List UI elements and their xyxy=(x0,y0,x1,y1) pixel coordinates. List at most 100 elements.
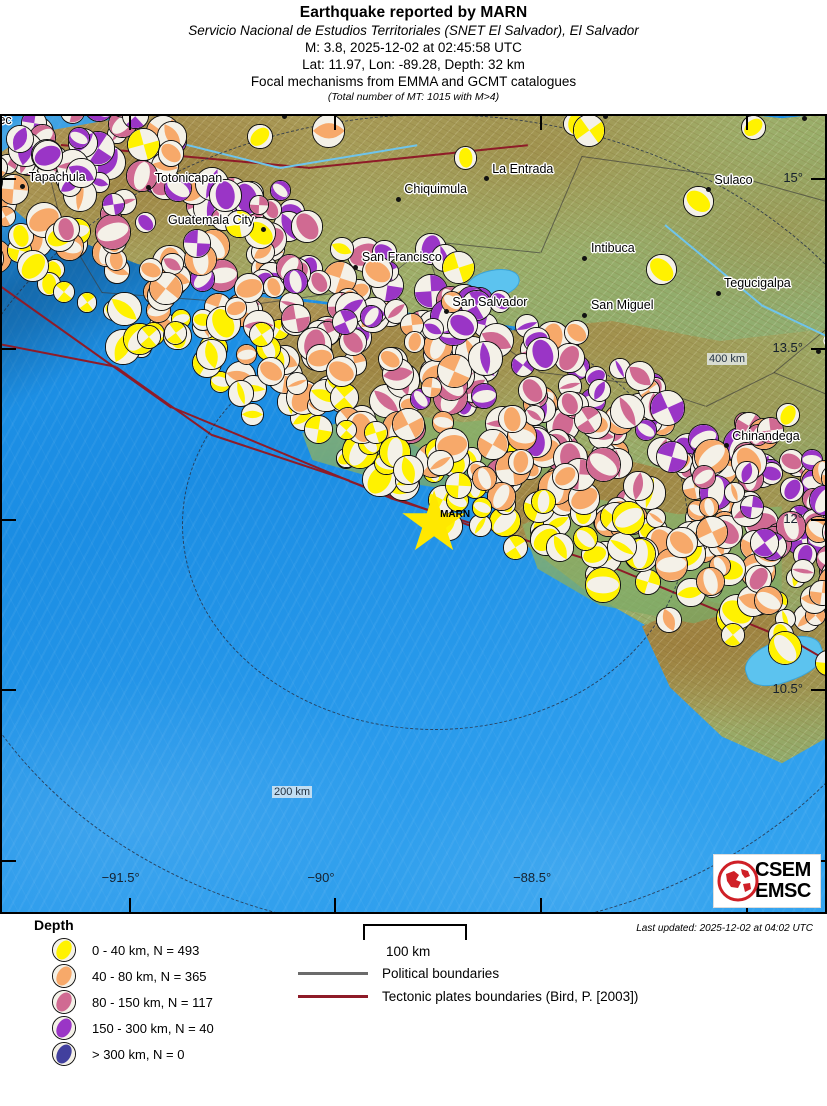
lat-label: 10.5° xyxy=(772,681,803,697)
focal-mechanism-beachball xyxy=(76,291,98,313)
city-marker xyxy=(603,116,609,119)
lat-tick xyxy=(2,518,16,521)
focal-mechanism-beachball xyxy=(138,257,163,282)
focal-mechanism-beachball xyxy=(645,507,666,528)
city-marker xyxy=(815,348,821,354)
city-label: Chinandega xyxy=(732,428,800,443)
focal-mechanism-beachball xyxy=(392,408,425,441)
focal-mechanism-beachball xyxy=(609,393,645,429)
focal-mechanism-beachball xyxy=(757,416,785,444)
focal-mechanism-beachball xyxy=(53,216,80,243)
focal-mechanism-beachball xyxy=(508,449,534,476)
focal-mechanism-beachball xyxy=(721,622,746,647)
depth-legend-beachball xyxy=(52,964,76,988)
agency-subtitle: Servicio Nacional de Estudios Territoria… xyxy=(188,23,639,38)
focal-mechanism-beachball xyxy=(5,124,34,153)
focal-mechanism-beachball xyxy=(107,291,142,327)
catalogue-line: Focal mechanisms from EMMA and GCMT cata… xyxy=(250,74,577,89)
focal-mechanism-beachball xyxy=(488,290,512,313)
emsc-logo: CSEM EMSC xyxy=(713,854,821,908)
depth-legend-label: 150 - 300 km, N = 40 xyxy=(92,1020,214,1036)
focal-mechanism-beachball xyxy=(311,116,346,148)
lat-label: 12° xyxy=(783,510,803,526)
city-marker xyxy=(723,443,729,449)
boundary-legend-label: Political boundaries xyxy=(382,966,500,981)
focal-mechanism-beachball xyxy=(270,179,291,201)
boundary-legend-swatch xyxy=(298,972,368,975)
lon-tick xyxy=(540,898,543,912)
focal-mechanism-beachball xyxy=(195,338,227,370)
focal-mechanism-beachball xyxy=(422,317,445,340)
last-updated-text: Last updated: 2025-12-02 at 04:02 UTC xyxy=(636,923,813,934)
depth-legend-label: 0 - 40 km, N = 493 xyxy=(92,942,200,958)
focal-mechanism-beachball xyxy=(552,463,579,490)
focal-mechanism-beachball xyxy=(249,195,270,216)
focal-mechanism-beachball xyxy=(753,585,783,616)
focal-mechanism-beachball xyxy=(572,525,599,552)
city-marker xyxy=(395,196,401,202)
focal-mechanism-beachball xyxy=(290,210,324,244)
focal-mechanism-beachball xyxy=(247,123,273,150)
focal-mechanism-beachball xyxy=(236,343,258,365)
magnitude-line: M: 3.8, 2025-12-02 at 02:45:58 UTC xyxy=(305,40,522,55)
focal-mechanism-beachball xyxy=(447,309,478,341)
depth-legend-label: 40 - 80 km, N = 365 xyxy=(92,968,207,984)
focal-mechanism-beachball xyxy=(364,420,388,445)
depth-legend-label: 80 - 150 km, N = 117 xyxy=(92,994,213,1010)
depth-legend-beachball xyxy=(52,1016,76,1040)
focal-mechanism-beachball xyxy=(656,607,683,634)
city-label: Ocotal xyxy=(824,334,825,348)
focal-mechanism-beachball xyxy=(281,303,311,334)
focal-mechanism-beachball xyxy=(31,140,63,172)
focal-mechanism-beachball xyxy=(360,305,384,329)
focal-mechanism-beachball xyxy=(471,465,497,491)
focal-mechanism-beachball xyxy=(635,568,662,595)
location-line: Lat: 11.97, Lon: -89.28, Depth: 32 km xyxy=(302,57,525,72)
lon-tick xyxy=(334,116,337,130)
focal-mechanism-beachball xyxy=(206,306,241,341)
depth-legend-title: Depth xyxy=(34,917,74,933)
city-marker xyxy=(483,176,489,182)
logo-line-1: CSEM xyxy=(755,859,811,881)
focal-mechanism-beachball xyxy=(136,324,161,349)
focal-mechanism-beachball xyxy=(403,331,426,353)
city-label: Sulaco xyxy=(714,172,753,187)
lon-tick xyxy=(128,898,131,912)
city-marker xyxy=(146,185,152,191)
focal-mechanism-beachball xyxy=(427,449,454,477)
city-label: Totonicapan xyxy=(154,170,223,185)
city-label: Guatemala City xyxy=(167,212,255,227)
focal-mechanism-beachball xyxy=(749,528,780,558)
focal-mechanism-beachball xyxy=(125,159,158,192)
focal-mechanism-beachball xyxy=(556,390,583,417)
city-marker xyxy=(282,116,288,119)
focal-mechanism-beachball xyxy=(224,209,254,239)
focal-mechanism-beachball xyxy=(735,460,760,485)
lon-tick xyxy=(334,898,337,912)
focal-mechanism-beachball xyxy=(586,447,622,482)
city-label: San Miguel xyxy=(590,298,654,312)
focal-mechanism-beachball xyxy=(523,405,545,426)
focal-mechanism-beachball xyxy=(724,481,746,503)
focal-mechanism-beachball xyxy=(304,414,334,444)
focal-mechanism-beachball xyxy=(336,419,357,441)
focal-mechanism-beachball xyxy=(498,404,527,433)
mt-count-line: (Total number of MT: 1015 with M>4) xyxy=(327,91,500,103)
lon-label: −88.5° xyxy=(513,870,552,885)
header: Earthquake reported by MARN Servicio Nac… xyxy=(0,0,827,114)
focal-mechanism-beachball xyxy=(126,127,160,162)
lon-label: −90° xyxy=(307,870,335,885)
focal-mechanism-beachball xyxy=(779,477,805,503)
city-label: San Salvador xyxy=(452,294,528,309)
focal-mechanism-beachball xyxy=(330,237,354,261)
focal-mechanism-beachball xyxy=(489,505,522,538)
focal-mechanism-beachball xyxy=(326,356,357,387)
depth-legend-row: 80 - 150 km, N = 117 xyxy=(52,988,213,1016)
focal-mechanism-beachball xyxy=(332,308,359,336)
focal-mechanism-beachball xyxy=(611,501,646,535)
focal-mechanism-beachball xyxy=(666,526,698,559)
focal-mechanism-beachball xyxy=(692,465,716,490)
focal-mechanism-beachball xyxy=(420,377,442,399)
distance-ring-label: 200 km xyxy=(272,786,313,798)
